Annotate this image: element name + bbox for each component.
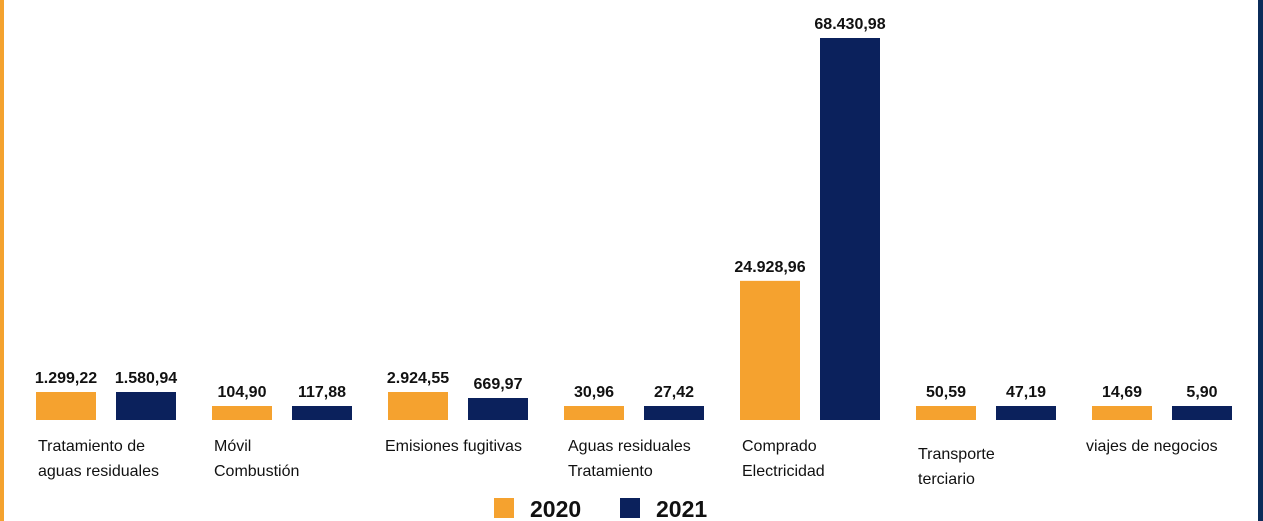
category-labels-layer: Tratamiento de aguas residuales Móvil Combu…	[38, 438, 1218, 488]
left-frame-border	[0, 0, 4, 521]
bar-2020-1	[212, 406, 272, 420]
value-label-2021-0: 1.580,94	[115, 370, 177, 387]
category-label-6-line-0: viajes de negocios	[1086, 438, 1218, 455]
bar-2021-0	[116, 392, 176, 420]
category-label-1-line-0: Móvil	[214, 438, 251, 455]
bar-2021-4	[820, 38, 880, 420]
legend-swatch-2020	[494, 498, 514, 518]
category-label-3-line-1: Tratamiento	[568, 463, 653, 480]
value-label-2020-4: 24.928,96	[734, 259, 805, 276]
value-label-2021-4: 68.430,98	[814, 16, 885, 33]
bar-2021-5	[996, 406, 1056, 420]
bar-2021-3	[644, 406, 704, 420]
category-label-2-line-0: Emisiones fugitivas	[385, 438, 522, 455]
right-frame-border	[1258, 0, 1263, 521]
value-label-2020-6: 14,69	[1102, 384, 1142, 401]
category-label-4-line-1: Electricidad	[742, 463, 825, 480]
value-labels-layer: 1.299,22 1.580,94 104,90 117,88 2.924,55 669,…	[35, 16, 1218, 401]
category-label-3-line-0: Aguas residuales	[568, 438, 691, 455]
value-label-2021-5: 47,19	[1006, 384, 1046, 401]
legend-label-2021: 2021	[656, 496, 707, 521]
value-label-2020-1: 104,90	[218, 384, 267, 401]
bar-2021-6	[1172, 406, 1232, 420]
category-label-4-line-0: Comprado	[742, 438, 817, 455]
category-label-5-line-0: Transporte	[918, 446, 995, 463]
bar-2020-3	[564, 406, 624, 420]
category-label-0-line-1: aguas residuales	[38, 463, 159, 480]
bar-2020-0	[36, 392, 96, 420]
legend-label-2020: 2020	[530, 496, 581, 521]
bar-2020-2	[388, 392, 448, 420]
value-label-2020-3: 30,96	[574, 384, 614, 401]
bars-layer	[36, 38, 1232, 420]
bar-2020-6	[1092, 406, 1152, 420]
category-label-1-line-1: Combustión	[214, 463, 299, 480]
value-label-2021-1: 117,88	[298, 384, 346, 401]
bar-2021-2	[468, 398, 528, 420]
bar-2020-5	[916, 406, 976, 420]
legend: 2020 2021	[494, 496, 707, 521]
value-label-2020-2: 2.924,55	[387, 370, 449, 387]
category-label-5-line-1: terciario	[918, 471, 975, 488]
value-label-2020-0: 1.299,22	[35, 370, 97, 387]
legend-swatch-2021	[620, 498, 640, 518]
value-label-2020-5: 50,59	[926, 384, 966, 401]
bar-2020-4	[740, 280, 800, 420]
value-label-2021-6: 5,90	[1186, 384, 1217, 401]
bar-2021-1	[292, 406, 352, 420]
value-label-2021-2: 669,97	[474, 376, 523, 393]
category-label-0-line-0: Tratamiento de	[38, 438, 145, 455]
value-label-2021-3: 27,42	[654, 384, 694, 401]
